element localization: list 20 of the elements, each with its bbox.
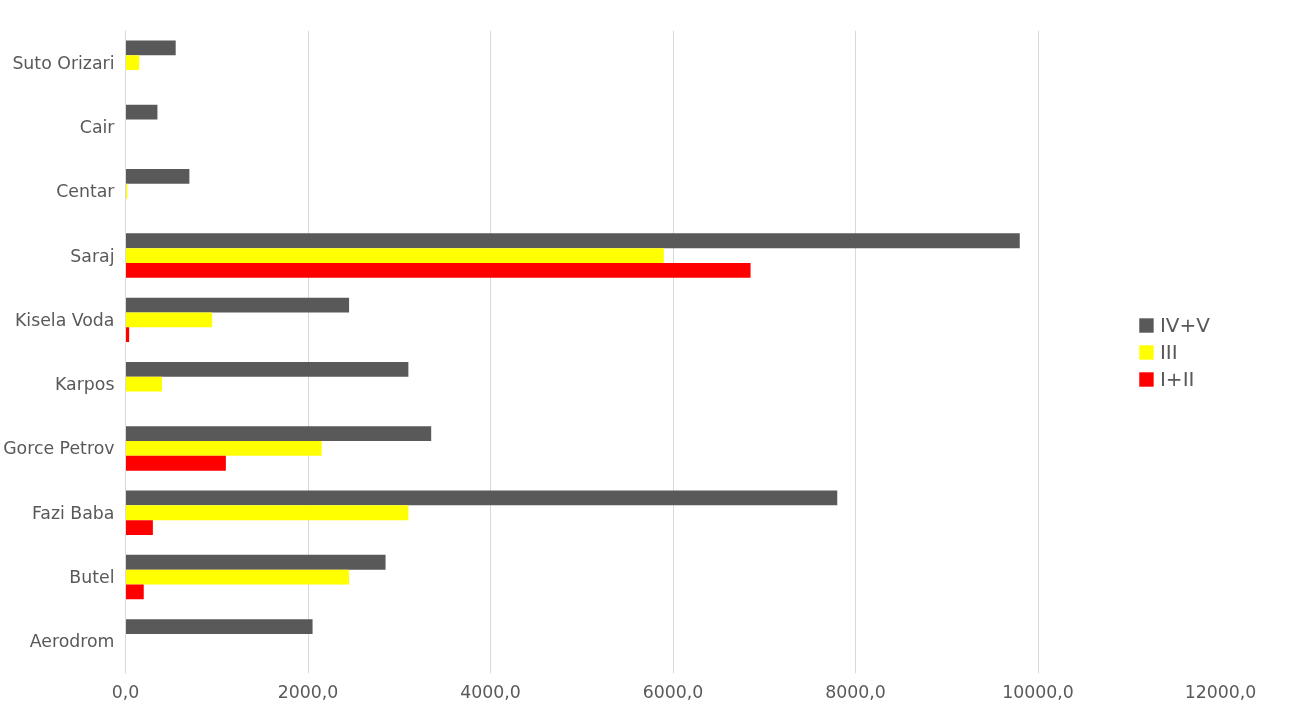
y-tick-label: Fazi Baba [31, 502, 115, 523]
x-tick-label: 4000,0 [460, 681, 521, 702]
x-tick-label: 0,0 [111, 681, 140, 702]
y-tick-label: Saraj [70, 245, 115, 266]
x-tick-label: 2000,0 [277, 681, 339, 702]
x-tick-label: 8000,0 [825, 681, 886, 702]
y-tick-label: Gorce Petrov [3, 438, 115, 459]
x-tick-label: 12000,0 [1184, 681, 1257, 702]
x-tick-label: 6000,0 [642, 681, 704, 702]
y-tick-label: Karpos [55, 374, 115, 395]
legend-label: I+II [1159, 366, 1195, 391]
y-tick-label: Butel [69, 567, 115, 588]
legend-label: IV+V [1159, 312, 1210, 337]
y-tick-label: Aerodrom [29, 631, 115, 652]
x-tick-label: 10000,0 [1002, 681, 1074, 702]
y-tick-label: Suto Orizari [12, 52, 115, 73]
y-tick-label: Kisela Voda [14, 309, 115, 330]
legend-label: III [1159, 339, 1179, 364]
y-tick-label: Centar [56, 181, 116, 202]
y-tick-label: Cair [79, 116, 116, 137]
